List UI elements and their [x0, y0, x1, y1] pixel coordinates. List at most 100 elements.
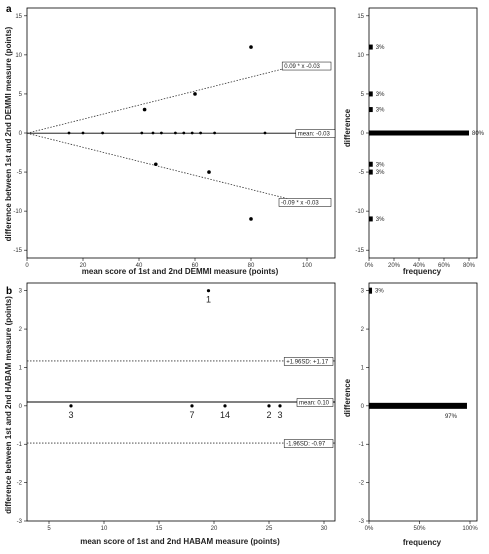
a-upper-label-box: [281, 61, 332, 71]
a-lower-line: [26, 132, 294, 201]
b-upper-label-box: [283, 357, 334, 366]
b-main-ytick-label: -3: [17, 519, 23, 525]
b-lower-label-box: [283, 439, 334, 448]
a-mean-label: mean: -0.03: [298, 132, 331, 138]
b-main-ytick-label: 2: [19, 327, 23, 333]
a-main-point: [263, 131, 267, 135]
a-hist-xtick-label: 60%: [438, 263, 451, 269]
a-main-point: [207, 170, 211, 174]
a-lower-label: -0.09 * x -0.03: [281, 200, 319, 206]
a-hist-ylabel: difference: [343, 108, 352, 147]
a-main-ytick-label: 15: [15, 14, 22, 20]
a-main-point: [81, 131, 85, 135]
a-main-xtick-label: 80: [248, 263, 255, 269]
a-main-point: [67, 131, 71, 135]
a-main-point: [154, 162, 158, 167]
b-main-ylabel: difference between 1st and 2nd HABAM mea…: [4, 296, 13, 514]
b-hist-ytick-label: 2: [361, 327, 365, 333]
a-hist-bar: [369, 169, 373, 175]
b-main-point: [69, 404, 73, 408]
a-main-ytick-label: 5: [19, 92, 23, 98]
b-mean-label-box: [296, 398, 334, 407]
a-main-point: [249, 217, 253, 221]
panel-label-a: a: [6, 4, 12, 15]
b-hist-xlabel: frequency: [403, 538, 442, 547]
a-hist-ytick-label: 5: [361, 92, 365, 98]
b-hist-bar-label: 97%: [445, 414, 458, 420]
a-main-point: [174, 131, 177, 135]
b-hist-xtick-label: 0%: [365, 526, 374, 532]
b-point-count-label: 2: [266, 410, 271, 420]
a-main-point: [160, 131, 163, 135]
b-main-ytick-label: 0: [19, 404, 23, 410]
b-hist-xtick-label: 50%: [413, 526, 426, 532]
a-hist-bar-label: 3%: [376, 170, 385, 176]
a-main-xtick-label: 20: [80, 263, 87, 269]
b-main-xtick-label: 10: [101, 526, 108, 532]
a-hist-bar-label: 3%: [376, 162, 385, 168]
b-hist-plot-area: [368, 282, 478, 522]
b-main-ytick-label: -2: [17, 481, 23, 487]
b-main-point: [267, 404, 271, 408]
b-upper-label: +1.96SD: +1.17: [286, 359, 329, 365]
a-main-point: [190, 131, 194, 135]
a-hist-bar-label: 3%: [376, 108, 385, 114]
a-main-xtick-label: 100: [302, 263, 313, 269]
b-main-point: [278, 404, 282, 408]
a-main-ytick-label: -15: [13, 248, 22, 254]
a-main-ylabel: difference between 1st and 2nd DEMMI mea…: [4, 26, 13, 241]
a-hist-bar-label: 3%: [376, 45, 385, 51]
a-lower-label-box: [278, 198, 332, 207]
b-hist-ytick-label: 1: [361, 365, 365, 371]
b-hist-ytick-label: -3: [359, 519, 365, 525]
a-main-ytick-label: 10: [15, 53, 22, 59]
b-main-xlabel: mean score of 1st and 2nd HABAM measure …: [80, 537, 280, 546]
a-main-point: [193, 92, 197, 96]
b-point-count-label: 14: [220, 410, 230, 420]
a-upper-line: [26, 66, 294, 134]
panel-label-b: b: [6, 286, 12, 297]
a-hist-xtick-label: 80%: [463, 263, 476, 269]
a-hist-bar-label: 3%: [376, 92, 385, 98]
b-mean-label: mean: 0.10: [299, 401, 330, 407]
a-hist-bar: [369, 91, 373, 97]
a-hist-ytick-label: -5: [359, 170, 365, 176]
b-hist-bar: [369, 287, 373, 294]
a-hist-bar: [369, 44, 373, 50]
a-main-xtick-label: 0: [25, 263, 29, 269]
b-main-ytick-label: 1: [19, 365, 23, 371]
a-hist-xtick-label: 40%: [413, 263, 426, 269]
b-lower-label: -1.96SD: -0.97: [286, 442, 326, 448]
a-main-point: [140, 131, 144, 135]
b-hist-ytick-label: 3: [361, 289, 365, 295]
a-hist-ytick-label: -15: [355, 248, 364, 254]
b-point-count-label: 7: [189, 410, 194, 420]
a-hist-bar: [369, 107, 373, 113]
b-hist-ylabel: difference: [343, 378, 352, 417]
b-point-count-label: 3: [277, 410, 282, 420]
a-main-xlabel: mean score of 1st and 2nd DEMMI measure …: [82, 267, 279, 276]
b-hist-bar-label: 3%: [375, 289, 384, 295]
a-hist-bar: [369, 130, 469, 136]
a-main-ytick-label: -5: [17, 170, 23, 176]
b-hist-bar: [369, 402, 467, 409]
b-hist-ytick-label: 0: [361, 404, 365, 410]
a-main-ytick-label: 0: [19, 131, 23, 137]
b-main-point: [190, 404, 194, 408]
a-main-xtick-label: 60: [192, 263, 199, 269]
a-main-ytick-label: -10: [13, 209, 22, 215]
a-mean-label-box: [295, 129, 336, 138]
b-main-point: [206, 289, 211, 293]
b-main-xtick-label: 30: [321, 526, 328, 532]
a-hist-xtick-label: 20%: [388, 263, 401, 269]
b-main-ytick-label: -1: [17, 442, 23, 448]
b-main-xtick-label: 25: [266, 526, 273, 532]
a-hist-ytick-label: -10: [355, 209, 364, 215]
a-main-point: [199, 131, 203, 135]
b-main-xtick-label: 20: [211, 526, 218, 532]
a-hist-ytick-label: 15: [357, 14, 364, 20]
b-point-count-label: 1: [206, 295, 211, 305]
a-hist-xtick-label: 0%: [365, 263, 374, 269]
a-hist-ytick-label: 0: [361, 131, 365, 137]
